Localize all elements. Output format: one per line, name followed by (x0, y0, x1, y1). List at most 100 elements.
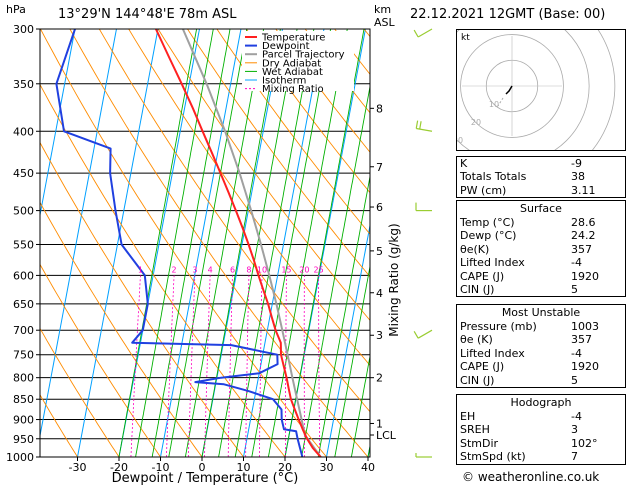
dry-adiabat-line (275, 29, 370, 153)
pw-row: PW (cm) 3.11 (460, 183, 596, 197)
pressure-tick-label: 550 (13, 238, 34, 251)
wet-adiabat-line (118, 29, 198, 457)
mixing-ratio-line (130, 275, 141, 457)
indices-table: K -9 Totals Totals 38 PW (cm) 3.11 (456, 156, 626, 199)
height-tick-label: 8 (376, 102, 383, 115)
most-unstable-title: Most Unstable (501, 306, 581, 319)
mixing-ratio-line (204, 275, 211, 457)
surface-table: Surface Temp (°C) 28.6 Dewp (°C) 24.2 θe(K… (456, 200, 626, 298)
mixing-ratio-line (166, 275, 175, 457)
pressure-tick-label: 1000 (6, 451, 34, 464)
isotherm-line (118, 29, 200, 457)
legend-label: Isotherm (262, 76, 306, 87)
copyright: © weatheronline.co.uk (462, 470, 600, 484)
wet-adiabat-line (334, 264, 370, 457)
legend-label: Temperature (261, 33, 325, 44)
hodograph-storm-motion (497, 97, 504, 107)
legend-label: Mixing Ratio (262, 84, 324, 95)
dry-adiabat-line (98, 29, 370, 413)
pressure-tick-label: 700 (13, 324, 34, 337)
pressure-tick-label: 650 (13, 298, 34, 311)
mixing-ratio-label: 25 (314, 265, 324, 274)
x-axis-label: Dewpoint / Temperature (°C) (112, 471, 299, 486)
wind-barb-flag (413, 29, 419, 38)
wind-barb-shaft (417, 28, 433, 38)
temperature-tick-label: -20 (110, 461, 128, 474)
wet-adiabat-line (218, 29, 298, 457)
height-tick-label: 2 (376, 372, 383, 385)
height-tick-label: LCL (376, 429, 397, 442)
k-row: K -9 (460, 157, 582, 170)
wet-adiabat-line (367, 443, 370, 457)
dry-adiabat-line (40, 201, 203, 457)
dry-adiabat-line (40, 393, 78, 457)
temperature-tick-label: 10 (237, 461, 251, 474)
mixing-ratio-label: 8 (246, 265, 251, 274)
dry-adiabat-line (216, 29, 370, 235)
isotherm-line (40, 29, 117, 439)
pressure-tick-label: 450 (13, 167, 34, 180)
temperature-tick-label: 0 (199, 461, 206, 474)
wind-barbs (413, 28, 433, 458)
dry-adiabat-line (128, 29, 370, 367)
mixing-ratio-label: 10 (257, 265, 267, 274)
wet-adiabat-line (350, 353, 370, 457)
temperature-tick-label: 30 (320, 461, 334, 474)
pressure-tick-label: 300 (13, 23, 34, 36)
hodograph-ring-label: 30 (457, 136, 463, 145)
dry-adiabat-line (40, 263, 161, 457)
dry-adiabat-line (40, 141, 244, 457)
mixing-ratio-label: 3 (192, 265, 197, 274)
isotherm-line (367, 443, 370, 457)
hodograph-ring (460, 34, 564, 138)
parcel-trajectory-line (181, 29, 322, 457)
pressure-tick-label: 950 (13, 433, 34, 446)
wet-adiabat-line (284, 29, 365, 457)
hodograph-ring (591, 30, 616, 150)
hodograph-ring (457, 30, 590, 150)
location-title: 13°29'N 144°48'E 78m ASL (58, 7, 237, 22)
wet-adiabat-line (301, 84, 370, 457)
asl-label: ASL (374, 16, 395, 29)
wind-barb-flag (415, 120, 419, 129)
wind-barb-shaft (416, 127, 433, 132)
isotherm-line (40, 29, 76, 218)
pressure-tick-label: 600 (13, 269, 34, 282)
plot-frame (39, 28, 371, 458)
hodograph-unit: kt (461, 33, 470, 43)
mixing-ratio-line (318, 275, 321, 457)
legend-label: Dry Adiabat (262, 58, 321, 69)
mixing-ratio-line (227, 275, 233, 457)
height-tick-label: 6 (376, 201, 383, 214)
mixing-ratio-label: 20 (299, 265, 309, 274)
hodograph-title: Hodograph (510, 396, 572, 409)
hodograph-panel: kt10203040 (456, 29, 626, 151)
km-label: km (374, 3, 392, 16)
isotherm-line (201, 29, 283, 457)
wet-adiabat-line (234, 29, 315, 457)
pressure-tick-label: 350 (13, 78, 34, 91)
legend-label: Wet Adiabat (262, 67, 323, 78)
pressure-tick-label: 500 (13, 205, 34, 218)
dry-adiabat-line (157, 29, 370, 322)
dry-adiabat-line (187, 29, 370, 278)
mixing-ratio-axis-label: Mixing Ratio (g/kg) (387, 223, 401, 336)
mixing-ratio-line (188, 275, 196, 457)
hodograph-trace (505, 85, 513, 95)
height-tick-label: 5 (376, 245, 383, 258)
pressure-tick-label: 850 (13, 393, 34, 406)
isotherm-line (77, 29, 159, 457)
legend-label: Parcel Trajectory (262, 50, 345, 61)
mixing-ratio-label: 15 (281, 265, 291, 274)
hpa-label: hPa (6, 3, 26, 16)
dewpoint-line (55, 29, 304, 457)
height-tick-label: 4 (376, 287, 383, 300)
wet-adiabat-line (184, 29, 265, 457)
datetime-title: 22.12.2021 12GMT (Base: 00) (410, 7, 606, 22)
dry-adiabat-line (40, 327, 120, 457)
wind-barb-shaft (417, 329, 433, 339)
dry-adiabat-line (69, 29, 369, 457)
mixing-ratio-label: 6 (230, 265, 235, 274)
